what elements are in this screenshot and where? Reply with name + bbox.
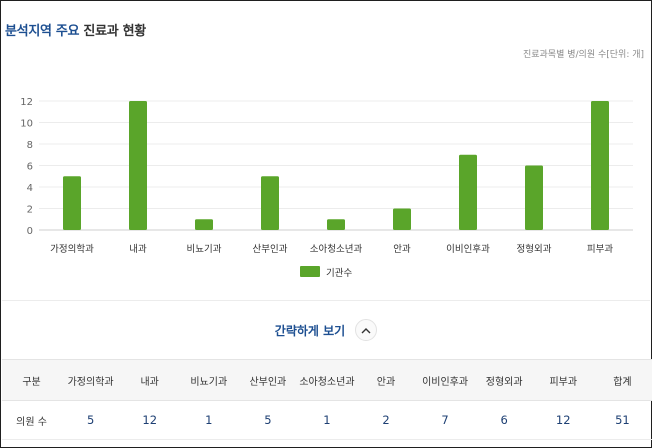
bar bbox=[129, 101, 147, 230]
x-tick-label: 정형외과 bbox=[517, 243, 552, 255]
x-tick-label: 비뇨기과 bbox=[187, 244, 222, 255]
title-rest: 진료과 현황 bbox=[79, 24, 146, 39]
bar bbox=[591, 101, 609, 230]
table-body: 의원 수 5 12 1 5 1 2 7 6 12 51 bbox=[2, 400, 652, 440]
section-title: 분석지역 주요 진료과 현황 bbox=[5, 20, 146, 39]
table-header-cell: 이비인후과 bbox=[415, 359, 475, 401]
table-cell: 12 bbox=[533, 400, 593, 440]
x-tick-label: 소아청소년과 bbox=[310, 244, 363, 255]
table-header-cell: 산부인과 bbox=[238, 359, 298, 401]
table-cell: 6 bbox=[474, 400, 534, 440]
x-tick-label: 이비인후과 bbox=[446, 244, 490, 255]
bar-chart: 0 2 4 6 8 10 12 가정의학과 내과 비뇨기과 산부인과 소아청소년과 안과 이비인후과 정형외… bbox=[20, 97, 633, 279]
y-tick-label: 10 bbox=[20, 119, 33, 130]
table-cell: 12 bbox=[120, 400, 180, 440]
table-header-cell: 비뇨기과 bbox=[179, 359, 239, 401]
x-tick-label: 안과 bbox=[393, 244, 411, 255]
bar bbox=[327, 219, 345, 230]
divider bbox=[2, 300, 650, 301]
x-tick-label: 산부인과 bbox=[253, 244, 288, 255]
table-cell: 7 bbox=[415, 400, 475, 440]
table-header-label: 구분 bbox=[2, 359, 62, 401]
bar bbox=[393, 208, 411, 230]
chevron-up-icon[interactable] bbox=[355, 319, 378, 341]
summary-table: 구분 가정의학과 내과 비뇨기과 산부인과 소아청소년과 안과 이비인후과 정형외과 피부과 합계 … bbox=[2, 359, 652, 440]
bar bbox=[195, 219, 213, 230]
y-tick-label: 0 bbox=[27, 226, 33, 237]
table-row: 의원 수 5 12 1 5 1 2 7 6 12 51 bbox=[2, 400, 652, 440]
row-label-cell: 의원 수 bbox=[2, 400, 62, 440]
chevron-up-glyph bbox=[361, 327, 371, 333]
y-tick-label: 12 bbox=[20, 97, 33, 108]
table-header-cell: 합계 bbox=[592, 359, 652, 401]
legend-label: 기관수 bbox=[326, 268, 352, 279]
unit-note: 진료과목별 병/의원 수[단위: 개] bbox=[522, 50, 644, 60]
table-cell: 2 bbox=[356, 400, 416, 440]
x-tick-label: 가정의학과 bbox=[50, 244, 94, 255]
table-header-row: 구분 가정의학과 내과 비뇨기과 산부인과 소아청소년과 안과 이비인후과 정형외과 피부과 합계 bbox=[2, 359, 652, 401]
table-header-cell: 가정의학과 bbox=[61, 359, 121, 401]
table-cell: 1 bbox=[179, 400, 239, 440]
bar bbox=[63, 176, 81, 230]
table-cell: 5 bbox=[61, 400, 121, 440]
y-tick-label: 6 bbox=[27, 162, 33, 173]
bar bbox=[261, 176, 279, 230]
table-header-cell: 정형외과 bbox=[474, 359, 534, 401]
table-header-cell: 피부과 bbox=[533, 359, 593, 401]
collapse-toggle-label[interactable]: 간략하게 보기 bbox=[274, 323, 346, 338]
table-cell: 1 bbox=[297, 400, 357, 440]
collapse-toggle[interactable]: 간략하게 보기 bbox=[1, 317, 651, 343]
x-tick-label: 내과 bbox=[129, 244, 147, 255]
table-header-cell: 소아청소년과 bbox=[297, 359, 357, 401]
table-cell: 5 bbox=[238, 400, 298, 440]
table-header-cell: 안과 bbox=[356, 359, 416, 401]
table-header-cell: 내과 bbox=[120, 359, 180, 401]
y-tick-label: 2 bbox=[27, 205, 33, 216]
bar bbox=[459, 154, 477, 230]
y-tick-label: 4 bbox=[27, 183, 33, 194]
x-tick-label: 피부과 bbox=[587, 244, 613, 255]
legend-swatch bbox=[300, 266, 320, 277]
table-cell: 51 bbox=[592, 400, 652, 440]
y-tick-label: 8 bbox=[27, 140, 33, 151]
bar bbox=[525, 165, 543, 230]
title-highlight: 분석지역 주요 bbox=[5, 24, 80, 39]
